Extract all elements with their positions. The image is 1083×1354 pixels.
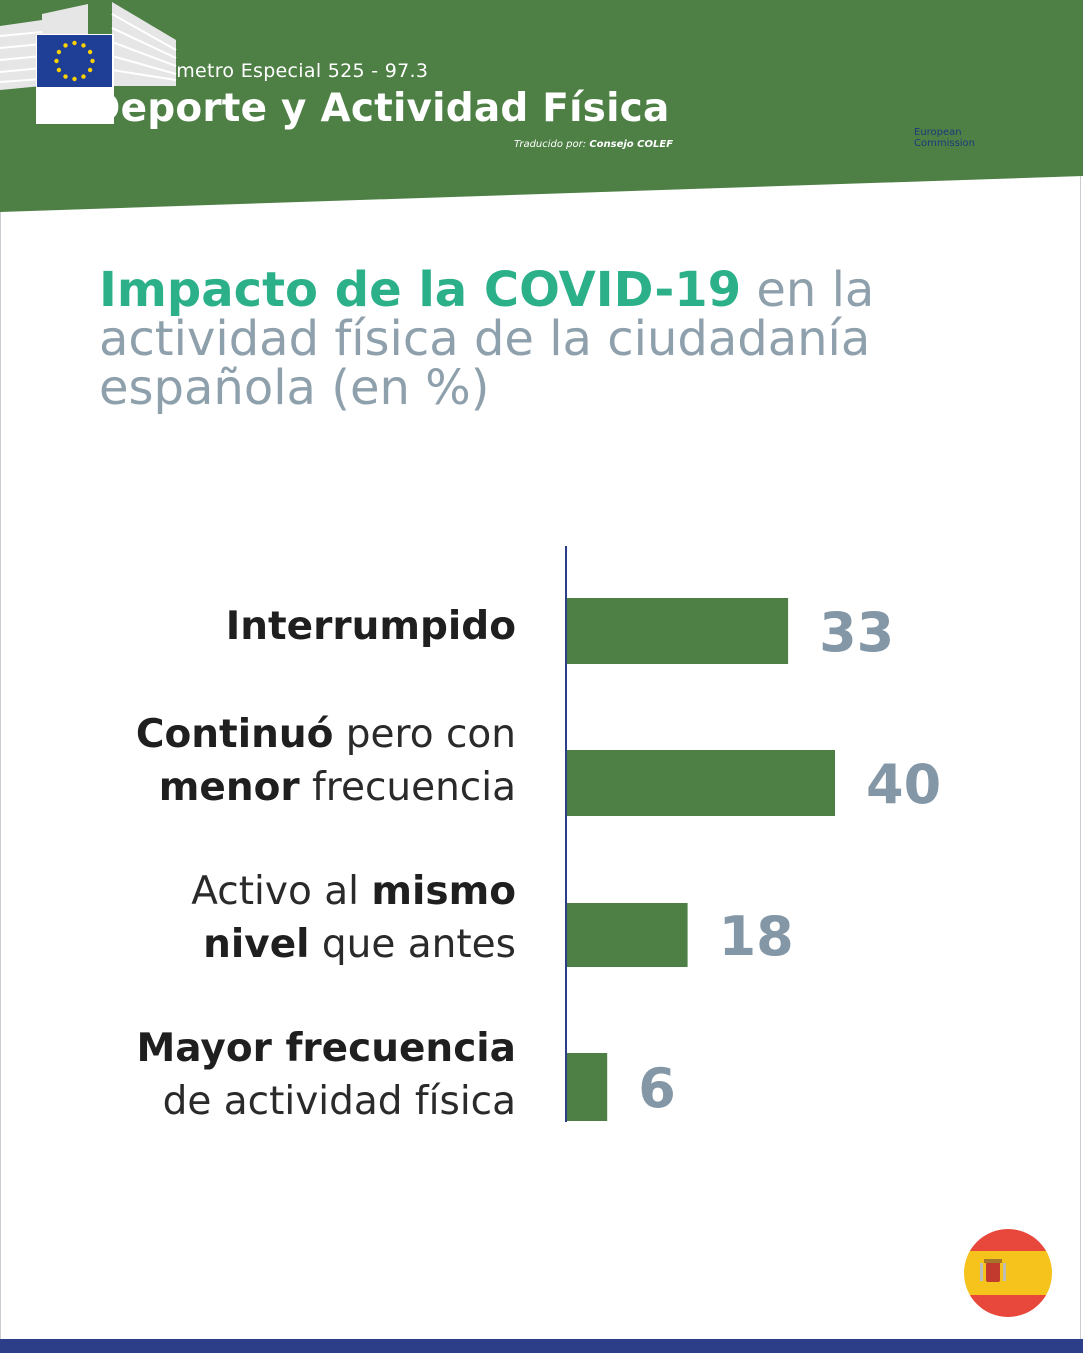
translation-credit: Traducido por: Consejo COLEF bbox=[514, 139, 673, 150]
bar-value-label-3: 18 bbox=[719, 905, 794, 968]
title-rest: en la actividad física de la ciudadanía … bbox=[99, 262, 875, 416]
eu-star-icon bbox=[90, 58, 95, 64]
category-label-activo: Activo al mismo nivel que antes bbox=[191, 869, 516, 967]
bottom-bar bbox=[0, 1339, 1083, 1353]
eu-star-icon bbox=[81, 74, 86, 79]
eu-star-icon bbox=[63, 43, 68, 48]
bar-value-label-2: 40 bbox=[866, 753, 941, 816]
eu-star-icon bbox=[63, 74, 68, 79]
header-title: Deporte y Actividad Física bbox=[88, 86, 670, 131]
eu-star-icon bbox=[72, 76, 77, 82]
eu-star-icon bbox=[87, 67, 93, 73]
chart-title: Impacto de la COVID-19 en la actividad f… bbox=[99, 266, 899, 413]
eu-star-icon bbox=[81, 43, 86, 48]
category-label-continuo: Continuó pero con menor frecuencia bbox=[135, 712, 516, 810]
credit-prefix: Traducido por: bbox=[514, 139, 587, 150]
eu-star-icon bbox=[72, 40, 77, 46]
bar-1 bbox=[567, 598, 789, 664]
bar-3 bbox=[567, 903, 688, 967]
title-highlight: Impacto de la COVID-19 bbox=[99, 262, 742, 318]
category-label-mayor: Mayor frecuencia de actividad física bbox=[136, 1026, 516, 1124]
header-banner: Eurobarómetro Especial 525 - 97.3 Deport… bbox=[0, 0, 1083, 212]
credit-org: Consejo COLEF bbox=[589, 139, 674, 150]
bar-4 bbox=[567, 1053, 608, 1121]
category-label-interrumpido: Interrumpido bbox=[225, 604, 516, 649]
eu-star-icon bbox=[56, 67, 62, 73]
bar-value-label-4: 6 bbox=[638, 1057, 676, 1120]
bar-2 bbox=[567, 750, 835, 816]
header-background bbox=[0, 0, 1083, 212]
eu-star-icon bbox=[87, 49, 93, 55]
bar-value-label-1: 33 bbox=[819, 601, 894, 664]
spain-flag-icon bbox=[964, 1229, 1052, 1317]
european-commission-logo bbox=[0, 2, 177, 124]
eu-star-icon bbox=[56, 49, 62, 55]
eu-star-icon bbox=[54, 58, 59, 64]
european-commission-text: European Commission bbox=[914, 127, 976, 149]
